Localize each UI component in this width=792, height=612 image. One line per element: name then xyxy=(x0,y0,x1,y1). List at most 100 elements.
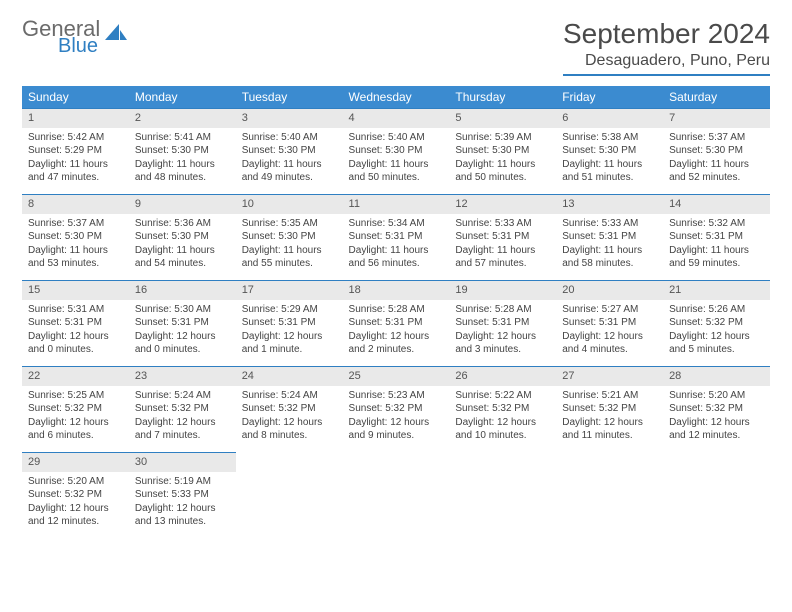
sunrise-text: Sunrise: 5:35 AM xyxy=(242,217,337,231)
weekday-header: Wednesday xyxy=(343,86,450,108)
day-number: 19 xyxy=(449,280,556,300)
day-body: Sunrise: 5:38 AMSunset: 5:30 PMDaylight:… xyxy=(556,128,663,191)
calendar-day-cell: 13Sunrise: 5:33 AMSunset: 5:31 PMDayligh… xyxy=(556,194,663,280)
weekday-header: Sunday xyxy=(22,86,129,108)
calendar-empty-cell xyxy=(343,452,450,538)
daylight-text: Daylight: 12 hours and 12 minutes. xyxy=(28,502,123,529)
sunset-text: Sunset: 5:32 PM xyxy=(28,402,123,416)
day-number: 23 xyxy=(129,366,236,386)
logo-line2: Blue xyxy=(58,36,100,56)
day-body: Sunrise: 5:41 AMSunset: 5:30 PMDaylight:… xyxy=(129,128,236,191)
header: General Blue September 2024 Desaguadero,… xyxy=(22,18,770,76)
daylight-text: Daylight: 12 hours and 0 minutes. xyxy=(28,330,123,357)
daylight-text: Daylight: 12 hours and 7 minutes. xyxy=(135,416,230,443)
sunset-text: Sunset: 5:32 PM xyxy=(669,402,764,416)
sunset-text: Sunset: 5:31 PM xyxy=(349,230,444,244)
day-body: Sunrise: 5:23 AMSunset: 5:32 PMDaylight:… xyxy=(343,386,450,449)
calendar-day-cell: 5Sunrise: 5:39 AMSunset: 5:30 PMDaylight… xyxy=(449,108,556,194)
sunset-text: Sunset: 5:30 PM xyxy=(349,144,444,158)
day-body: Sunrise: 5:21 AMSunset: 5:32 PMDaylight:… xyxy=(556,386,663,449)
sunrise-text: Sunrise: 5:24 AM xyxy=(242,389,337,403)
sunset-text: Sunset: 5:32 PM xyxy=(455,402,550,416)
calendar-day-cell: 7Sunrise: 5:37 AMSunset: 5:30 PMDaylight… xyxy=(663,108,770,194)
sunrise-text: Sunrise: 5:30 AM xyxy=(135,303,230,317)
daylight-text: Daylight: 11 hours and 58 minutes. xyxy=(562,244,657,271)
calendar-day-cell: 26Sunrise: 5:22 AMSunset: 5:32 PMDayligh… xyxy=(449,366,556,452)
weekday-header: Monday xyxy=(129,86,236,108)
sunrise-text: Sunrise: 5:37 AM xyxy=(28,217,123,231)
location: Desaguadero, Puno, Peru xyxy=(563,52,770,76)
daylight-text: Daylight: 12 hours and 2 minutes. xyxy=(349,330,444,357)
sunset-text: Sunset: 5:29 PM xyxy=(28,144,123,158)
weekday-header-row: Sunday Monday Tuesday Wednesday Thursday… xyxy=(22,86,770,108)
sunset-text: Sunset: 5:30 PM xyxy=(28,230,123,244)
day-number: 8 xyxy=(22,194,129,214)
day-number: 21 xyxy=(663,280,770,300)
day-number: 2 xyxy=(129,108,236,128)
day-body: Sunrise: 5:33 AMSunset: 5:31 PMDaylight:… xyxy=(449,214,556,277)
day-number: 14 xyxy=(663,194,770,214)
daylight-text: Daylight: 12 hours and 6 minutes. xyxy=(28,416,123,443)
sunrise-text: Sunrise: 5:24 AM xyxy=(135,389,230,403)
sunset-text: Sunset: 5:32 PM xyxy=(242,402,337,416)
daylight-text: Daylight: 12 hours and 13 minutes. xyxy=(135,502,230,529)
daylight-text: Daylight: 11 hours and 59 minutes. xyxy=(669,244,764,271)
day-number: 11 xyxy=(343,194,450,214)
calendar-day-cell: 16Sunrise: 5:30 AMSunset: 5:31 PMDayligh… xyxy=(129,280,236,366)
weekday-header: Friday xyxy=(556,86,663,108)
calendar-day-cell: 22Sunrise: 5:25 AMSunset: 5:32 PMDayligh… xyxy=(22,366,129,452)
day-body: Sunrise: 5:24 AMSunset: 5:32 PMDaylight:… xyxy=(129,386,236,449)
weekday-header: Saturday xyxy=(663,86,770,108)
sunrise-text: Sunrise: 5:36 AM xyxy=(135,217,230,231)
daylight-text: Daylight: 12 hours and 8 minutes. xyxy=(242,416,337,443)
day-body: Sunrise: 5:37 AMSunset: 5:30 PMDaylight:… xyxy=(663,128,770,191)
day-body: Sunrise: 5:40 AMSunset: 5:30 PMDaylight:… xyxy=(343,128,450,191)
daylight-text: Daylight: 11 hours and 49 minutes. xyxy=(242,158,337,185)
calendar-day-cell: 6Sunrise: 5:38 AMSunset: 5:30 PMDaylight… xyxy=(556,108,663,194)
daylight-text: Daylight: 12 hours and 4 minutes. xyxy=(562,330,657,357)
day-number: 18 xyxy=(343,280,450,300)
calendar-day-cell: 8Sunrise: 5:37 AMSunset: 5:30 PMDaylight… xyxy=(22,194,129,280)
daylight-text: Daylight: 12 hours and 0 minutes. xyxy=(135,330,230,357)
sunrise-text: Sunrise: 5:41 AM xyxy=(135,131,230,145)
sunset-text: Sunset: 5:31 PM xyxy=(28,316,123,330)
day-body: Sunrise: 5:34 AMSunset: 5:31 PMDaylight:… xyxy=(343,214,450,277)
sunset-text: Sunset: 5:31 PM xyxy=(562,316,657,330)
sunset-text: Sunset: 5:32 PM xyxy=(349,402,444,416)
day-number: 9 xyxy=(129,194,236,214)
calendar-day-cell: 9Sunrise: 5:36 AMSunset: 5:30 PMDaylight… xyxy=(129,194,236,280)
sunrise-text: Sunrise: 5:33 AM xyxy=(562,217,657,231)
day-number: 7 xyxy=(663,108,770,128)
daylight-text: Daylight: 11 hours and 55 minutes. xyxy=(242,244,337,271)
sunset-text: Sunset: 5:30 PM xyxy=(669,144,764,158)
calendar-day-cell: 19Sunrise: 5:28 AMSunset: 5:31 PMDayligh… xyxy=(449,280,556,366)
sunset-text: Sunset: 5:31 PM xyxy=(349,316,444,330)
daylight-text: Daylight: 12 hours and 5 minutes. xyxy=(669,330,764,357)
daylight-text: Daylight: 11 hours and 52 minutes. xyxy=(669,158,764,185)
day-number: 6 xyxy=(556,108,663,128)
sunset-text: Sunset: 5:32 PM xyxy=(135,402,230,416)
title-block: September 2024 Desaguadero, Puno, Peru xyxy=(563,18,770,76)
sunrise-text: Sunrise: 5:39 AM xyxy=(455,131,550,145)
calendar-day-cell: 17Sunrise: 5:29 AMSunset: 5:31 PMDayligh… xyxy=(236,280,343,366)
calendar-day-cell: 2Sunrise: 5:41 AMSunset: 5:30 PMDaylight… xyxy=(129,108,236,194)
day-number: 15 xyxy=(22,280,129,300)
sunset-text: Sunset: 5:30 PM xyxy=(455,144,550,158)
day-body: Sunrise: 5:22 AMSunset: 5:32 PMDaylight:… xyxy=(449,386,556,449)
sunrise-text: Sunrise: 5:26 AM xyxy=(669,303,764,317)
calendar-day-cell: 24Sunrise: 5:24 AMSunset: 5:32 PMDayligh… xyxy=(236,366,343,452)
day-number: 26 xyxy=(449,366,556,386)
day-number: 27 xyxy=(556,366,663,386)
day-number: 22 xyxy=(22,366,129,386)
calendar-day-cell: 3Sunrise: 5:40 AMSunset: 5:30 PMDaylight… xyxy=(236,108,343,194)
day-number: 3 xyxy=(236,108,343,128)
day-body: Sunrise: 5:29 AMSunset: 5:31 PMDaylight:… xyxy=(236,300,343,363)
month-title: September 2024 xyxy=(563,18,770,50)
day-body: Sunrise: 5:26 AMSunset: 5:32 PMDaylight:… xyxy=(663,300,770,363)
day-body: Sunrise: 5:28 AMSunset: 5:31 PMDaylight:… xyxy=(449,300,556,363)
calendar-day-cell: 11Sunrise: 5:34 AMSunset: 5:31 PMDayligh… xyxy=(343,194,450,280)
calendar-day-cell: 29Sunrise: 5:20 AMSunset: 5:32 PMDayligh… xyxy=(22,452,129,538)
sunrise-text: Sunrise: 5:37 AM xyxy=(669,131,764,145)
daylight-text: Daylight: 11 hours and 51 minutes. xyxy=(562,158,657,185)
sunset-text: Sunset: 5:31 PM xyxy=(562,230,657,244)
